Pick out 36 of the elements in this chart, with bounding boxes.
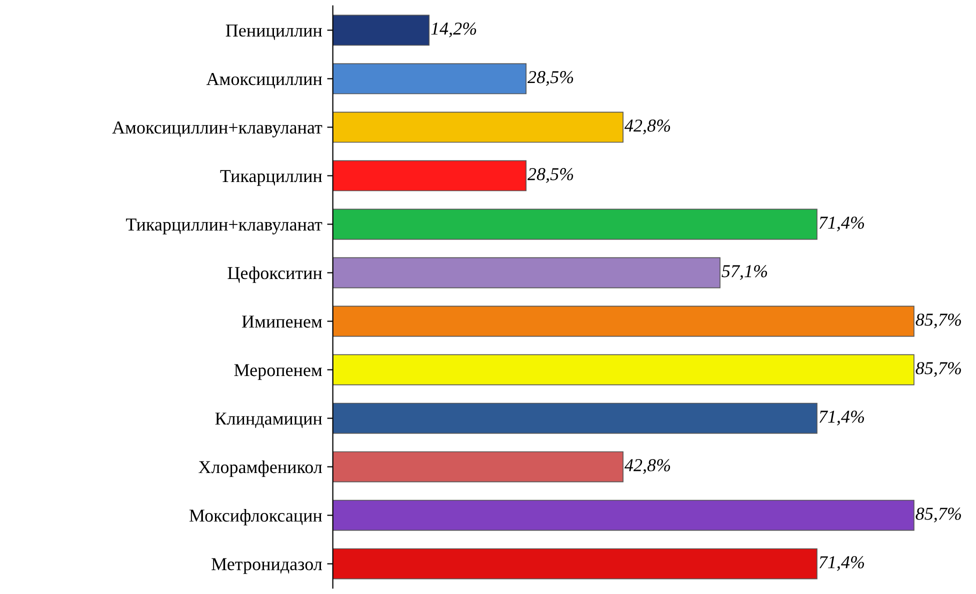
bar bbox=[332, 14, 430, 46]
y-tick-label: Амоксициллин bbox=[206, 73, 322, 88]
data-label: 42,8% bbox=[624, 120, 670, 134]
bar bbox=[332, 500, 914, 531]
y-tick-label: Тикарциллин+клавуланат bbox=[126, 218, 322, 234]
y-tick-label: Метронидазол bbox=[212, 558, 322, 574]
y-tick-label: Амоксициллин+клавуланат bbox=[112, 122, 322, 138]
bar bbox=[332, 306, 914, 337]
data-label: 71,4% bbox=[819, 556, 864, 571]
bar bbox=[332, 548, 818, 580]
data-label: 14,2% bbox=[431, 22, 476, 38]
data-label: 85,7% bbox=[916, 314, 961, 328]
y-tick-label: Клиндамицин bbox=[215, 412, 322, 428]
bar bbox=[332, 208, 818, 240]
data-label: 28,5% bbox=[527, 168, 574, 183]
data-label: 85,7% bbox=[916, 362, 961, 377]
bar bbox=[332, 112, 624, 143]
bar bbox=[332, 257, 720, 288]
bar bbox=[332, 402, 818, 434]
data-label: 71,4% bbox=[819, 410, 864, 426]
bar bbox=[332, 160, 527, 192]
y-tick-label: Моксифлоксацин bbox=[189, 509, 322, 526]
y-tick-label: Меропенем bbox=[234, 364, 322, 380]
y-tick-label: Хлорамфеникол bbox=[198, 460, 322, 477]
y-tick-label: Тикарциллин bbox=[220, 170, 322, 186]
bar bbox=[332, 354, 914, 386]
data-label: 71,4% bbox=[819, 216, 864, 232]
data-label: 42,8% bbox=[624, 459, 670, 474]
data-label: 57,1% bbox=[722, 265, 768, 280]
y-tick-label: Имипенем bbox=[242, 316, 322, 328]
data-label: 85,7% bbox=[916, 508, 961, 522]
y-tick-label: Цефокситин bbox=[228, 266, 322, 283]
data-label: 28,5% bbox=[527, 71, 574, 86]
bar bbox=[332, 451, 624, 482]
bar bbox=[332, 63, 527, 94]
y-tick-label: Пенициллин bbox=[226, 24, 322, 40]
